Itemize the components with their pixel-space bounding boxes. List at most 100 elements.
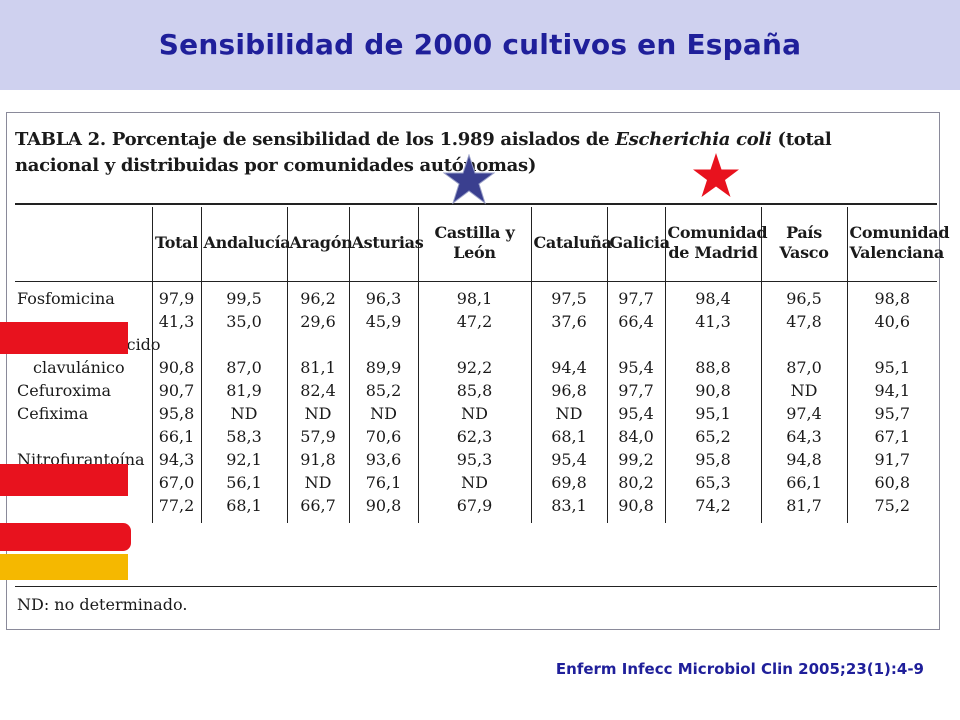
value-cell: 35,0 — [200, 310, 287, 333]
value-cell: 94,4 — [530, 333, 607, 379]
amber-highlight-bar — [0, 554, 128, 580]
value-cell: 98,1 — [417, 279, 531, 310]
drug-name-cell — [15, 494, 152, 523]
value-cell: ND — [530, 402, 607, 425]
table-row: Fosfomicina 97,9 99,5 96,2 96,3 98,1 97,5 97,7 9… — [15, 279, 937, 310]
value-cell: 95,8 — [664, 448, 761, 471]
value-cell: 96,5 — [760, 279, 847, 310]
value-cell: 98,8 — [846, 279, 937, 310]
value-cell: 40,6 — [846, 310, 937, 333]
drug-name-cell: Fosfomicina — [17, 289, 115, 308]
value-cell: 92,2 — [417, 333, 531, 379]
drug-name-line-2: clavulánico — [33, 358, 125, 377]
value-cell: 95,1 — [664, 402, 761, 425]
value-cell: 97,7 — [606, 279, 665, 310]
value-cell: 47,2 — [417, 310, 531, 333]
column-header-asturias: Asturias — [348, 207, 424, 279]
value-cell: 87,0 — [200, 333, 287, 379]
value-cell: 81,1 — [286, 333, 349, 379]
value-cell: 68,1 — [200, 494, 287, 523]
value-cell: 76,1 — [348, 471, 418, 494]
value-cell: 66,4 — [606, 310, 665, 333]
value-cell: 94,1 — [846, 379, 937, 402]
column-header-andalucia: Andalucía — [200, 207, 291, 279]
value-cell: ND — [286, 402, 349, 425]
value-cell: ND — [200, 402, 287, 425]
value-cell: 45,9 — [348, 310, 418, 333]
table-caption: TABLA 2. Porcentaje de sensibilidad de l… — [15, 127, 915, 179]
column-header-comunidad-valenciana: Comunidad Valenciana — [846, 207, 950, 279]
value-cell: 97,9 — [151, 279, 201, 310]
table-row: 41,3 35,0 29,6 45,9 47,2 37,6 66,4 41,3 47,8 40,6 — [15, 310, 937, 333]
table-bottom-rule — [15, 586, 937, 587]
value-cell: 97,7 — [606, 379, 665, 402]
value-cell: 95,8 — [151, 402, 201, 425]
value-cell: 75,2 — [846, 494, 937, 523]
value-cell: 90,8 — [606, 494, 665, 523]
value-cell: 56,1 — [200, 471, 287, 494]
caption-suffix: (total nacional y distribuidas por comun… — [15, 129, 832, 176]
drug-name-cell: Cefuroxima — [17, 381, 112, 400]
value-cell: 77,2 — [151, 494, 201, 523]
value-cell: ND — [286, 471, 349, 494]
table-top-rule — [15, 203, 937, 205]
column-header-total: Total — [151, 207, 201, 279]
drug-name-cell: Cefixima — [17, 404, 89, 423]
column-header-pais-vasco: País Vasco — [760, 207, 847, 279]
value-cell: 95,4 — [530, 448, 607, 471]
value-cell: 95,3 — [417, 448, 531, 471]
value-cell: 41,3 — [151, 310, 201, 333]
value-cell: 97,5 — [530, 279, 607, 310]
drug-name-cell — [15, 425, 152, 448]
value-cell: 91,8 — [286, 448, 349, 471]
value-cell: 85,2 — [348, 379, 418, 402]
value-cell: 67,9 — [417, 494, 531, 523]
value-cell: 98,4 — [664, 279, 761, 310]
value-cell: 68,1 — [530, 425, 607, 448]
value-cell: 85,8 — [417, 379, 531, 402]
value-cell: 66,7 — [286, 494, 349, 523]
value-cell: 88,8 — [664, 333, 761, 379]
column-header-comunidad-de-madrid: Comunidad de Madrid — [664, 207, 768, 279]
value-cell: 96,3 — [348, 279, 418, 310]
value-cell: 91,7 — [846, 448, 937, 471]
value-cell: 92,1 — [200, 448, 287, 471]
value-cell: 37,6 — [530, 310, 607, 333]
value-cell: ND — [417, 402, 531, 425]
value-cell: 69,8 — [530, 471, 607, 494]
value-cell: ND — [348, 402, 418, 425]
caption-organism: Escherichia coli — [615, 129, 772, 150]
value-cell: 66,1 — [760, 471, 847, 494]
value-cell: 89,9 — [348, 333, 418, 379]
column-header-galicia: Galicia — [606, 207, 670, 279]
value-cell: 94,8 — [760, 448, 847, 471]
value-cell: 41,3 — [664, 310, 761, 333]
value-cell: 90,8 — [664, 379, 761, 402]
slide-header: Sensibilidad de 2000 cultivos en España — [0, 0, 960, 90]
value-cell: 65,3 — [664, 471, 761, 494]
value-cell: 65,2 — [664, 425, 761, 448]
value-cell: 95,1 — [846, 333, 937, 379]
column-header-cataluna: Cataluña — [530, 207, 612, 279]
value-cell: 47,8 — [760, 310, 847, 333]
caption-prefix: TABLA 2. Porcentaje de sensibilidad de l… — [15, 129, 616, 150]
value-cell: 70,6 — [348, 425, 418, 448]
table-row: Cefuroxima 90,7 81,9 82,4 85,2 85,8 96,8 97,7 90… — [15, 379, 937, 402]
table-row: Nitrofurantoína 94,3 92,1 91,8 93,6 95,3 95,4 9… — [15, 448, 937, 471]
table-row: 67,0 56,1 ND 76,1 ND 69,8 80,2 65,3 66,1 60,8 — [15, 471, 937, 494]
value-cell: 81,9 — [200, 379, 287, 402]
value-cell: 96,8 — [530, 379, 607, 402]
value-cell: 74,2 — [664, 494, 761, 523]
red-star-icon — [693, 153, 739, 197]
value-cell: 93,6 — [348, 448, 418, 471]
column-header-aragon: Aragón — [286, 207, 353, 279]
value-cell: 95,4 — [606, 402, 665, 425]
table-row: 66,1 58,3 57,9 70,6 62,3 68,1 84,0 65,2 64,3 67,1 — [15, 425, 937, 448]
value-cell: 67,1 — [846, 425, 937, 448]
value-cell: 83,1 — [530, 494, 607, 523]
table-row: 77,2 68,1 66,7 90,8 67,9 83,1 90,8 74,2 81,7 75,2 — [15, 494, 937, 523]
scanned-table-image: TABLA 2. Porcentaje de sensibilidad de l… — [6, 112, 950, 630]
value-cell: 58,3 — [200, 425, 287, 448]
value-cell: 99,5 — [200, 279, 287, 310]
red-highlight-bar-2 — [0, 464, 128, 496]
